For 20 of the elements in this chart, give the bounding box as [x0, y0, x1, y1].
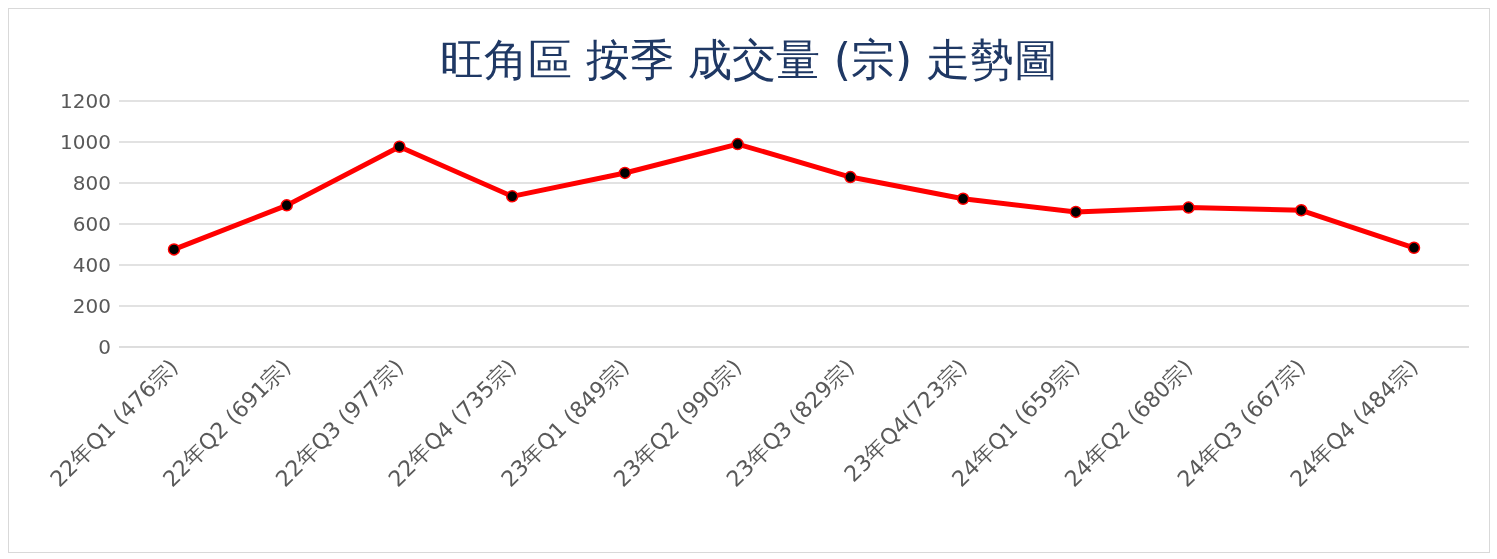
point — [1069, 205, 1083, 219]
point — [1407, 241, 1421, 255]
point — [844, 170, 857, 184]
point — [393, 140, 406, 153]
chart-title: 旺角區 按季 成交量 (宗) 走勢圖 — [438, 33, 1060, 87]
y-tick-label: 600 — [72, 212, 111, 237]
point — [167, 243, 181, 256]
point — [1182, 201, 1195, 214]
point — [1295, 204, 1308, 217]
y-tick-label: 400 — [72, 253, 111, 278]
point — [731, 137, 744, 151]
y-tick-label: 200 — [72, 294, 111, 319]
y-tick-label: 0 — [98, 335, 111, 360]
y-tick-label: 1000 — [60, 130, 111, 155]
y-tick-label: 800 — [72, 171, 111, 196]
y-tick-label: 1200 — [60, 89, 111, 114]
point — [505, 190, 519, 203]
point — [956, 192, 970, 206]
point — [618, 166, 632, 180]
point — [280, 199, 293, 212]
